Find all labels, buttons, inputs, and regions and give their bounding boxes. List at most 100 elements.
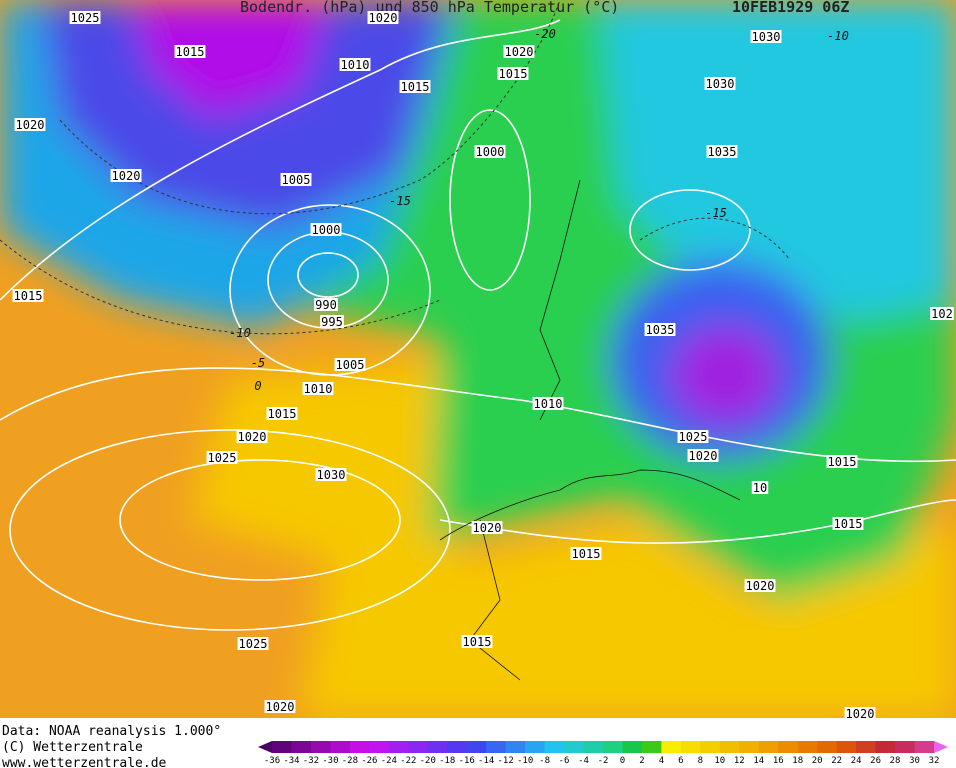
isobar-value: 1020 [473,521,502,535]
isobar-label: 1005 [280,173,312,187]
colorbar-label: -18 [439,756,455,766]
isobar-label: 1030 [315,468,347,482]
isobar-label: 10 [751,481,769,495]
label-box [930,307,954,320]
isobar-label: 1000 [474,145,506,159]
label-box [677,430,709,443]
isobar-label: 1015 [174,45,206,59]
isotherm-label: -20 [534,27,556,41]
isobar-label: 1000 [310,223,342,237]
colorbar-arrow [934,741,948,753]
colorbar-swatch [856,741,877,753]
label-box [474,145,506,158]
label-box [706,145,738,158]
colorbar-label: -26 [361,756,377,766]
isobar-label: 1005 [334,358,366,372]
isobar-value: 10 [753,481,767,495]
colorbar-swatch [564,741,585,753]
colorbar-label: 24 [851,756,862,766]
isotherm-label: -15 [389,194,411,208]
label-box [266,407,298,420]
isobar-value: 1030 [317,468,346,482]
isobar-value: 1000 [312,223,341,237]
isobar-label: 1015 [497,67,529,81]
colorbar-swatch [680,741,701,753]
isobar-label: 1020 [110,169,142,183]
isobar-label: 102 [930,307,954,321]
label-box [206,451,238,464]
isobar-label: 1025 [69,11,101,25]
colorbar-swatch [661,741,682,753]
label-box [236,430,268,443]
label-box [237,637,269,650]
isobar-value: 1010 [341,58,370,72]
colorbar-label: 16 [773,756,784,766]
isobar-label: 990 [314,298,338,312]
label-box [497,67,529,80]
colorbar-swatch [603,741,623,753]
colorbar-label: 14 [753,756,764,766]
colorbar-swatch [719,741,740,753]
label-box [264,700,296,713]
label-box [12,289,44,302]
isobar-value: 1015 [828,455,857,469]
label-box [334,358,366,371]
isobar-value: 1015 [572,547,601,561]
isobar-label: 1035 [644,323,676,337]
title: Bodendr. (hPa) und 850 hPa Temperatur (°… [240,0,619,16]
isobar-value: 1015 [176,45,205,59]
isobar-label: 1020 [367,11,399,25]
colorbar-arrow [258,741,272,753]
isotherm-label: 0 [254,379,261,393]
isobar-value: 1010 [534,397,563,411]
temperature-field [0,0,956,718]
label-box [826,455,858,468]
label-box [367,11,399,24]
label-box [110,169,142,182]
label-box [310,223,342,236]
isobar-value: 1020 [369,11,398,25]
colorbar-label: -20 [420,756,436,766]
colorbar-swatch [836,741,857,753]
colorbar-swatch [447,741,468,753]
isobar-value: 1025 [679,430,708,444]
isobar-value: 1020 [846,707,875,721]
colorbar-label: -34 [283,756,299,766]
credit: Data: NOAA reanalysis 1.000° [2,724,221,739]
colorbar-swatch [758,741,779,753]
isobar-value: 1035 [708,145,737,159]
isotherm-label: -5 [251,356,265,370]
colorbar-label: 20 [812,756,823,766]
label-box [315,468,347,481]
isobar-label: 1025 [237,637,269,651]
isobar-label: 1015 [826,455,858,469]
colorbar-label: -4 [578,756,589,766]
isobar-value: 995 [321,315,343,329]
isobar-value: 1025 [239,637,268,651]
isobar-value: 1010 [304,382,333,396]
colorbar-label: 26 [870,756,881,766]
field-blue [40,0,450,230]
label-box [302,382,334,395]
credit: www.wetterzentrale.de [2,756,167,768]
label-box [471,521,503,534]
isobar-value: 1030 [752,30,781,44]
colorbar-swatch [408,741,429,753]
label-box [69,11,101,24]
colorbar-swatch [349,741,370,753]
isobar-label: 1020 [503,45,535,59]
colorbar-swatch [291,741,312,753]
colorbar-swatch [427,741,448,753]
label-box [704,77,736,90]
isobar-label: 1010 [532,397,564,411]
label-box [339,58,371,71]
colorbar-label: -28 [342,756,358,766]
isobar-value: 1025 [208,451,237,465]
isobar-value: 1015 [834,517,863,531]
colorbar-swatch [875,741,896,753]
isobar-label: 1010 [339,58,371,72]
colorbar-swatch [700,741,721,753]
isobar-value: 1020 [266,700,295,714]
isobar-label: 1020 [744,579,776,593]
